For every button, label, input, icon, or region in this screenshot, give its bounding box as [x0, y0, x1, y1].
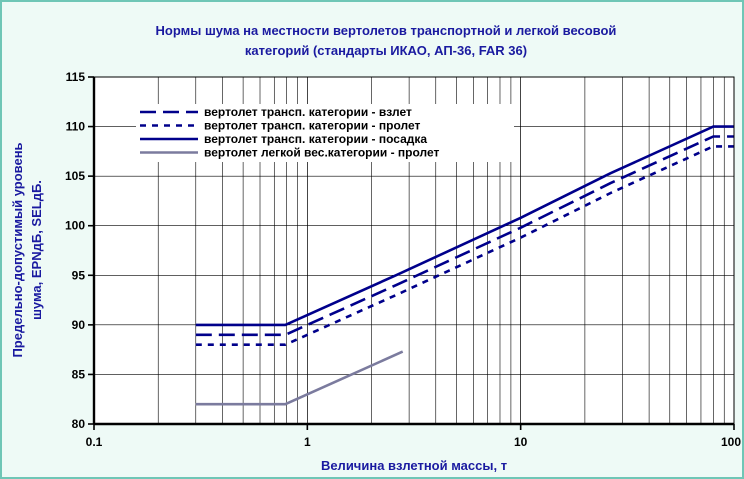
chart-title-line: Нормы шума на местности вертолетов транс… — [156, 23, 617, 38]
y-tick-label: 80 — [72, 417, 86, 431]
legend: вертолет трансп. категории - взлетвертол… — [136, 104, 514, 162]
y-tick-label: 115 — [66, 70, 86, 84]
y-axis-title-line: Предельно-допустимый уровень — [10, 142, 25, 357]
y-tick-label: 100 — [65, 219, 85, 233]
axis-titles: Величина взлетной массы, т Предельно-допу… — [10, 142, 507, 473]
series-line-2 — [195, 145, 734, 347]
chart-title: Нормы шума на местности вертолетов транс… — [156, 23, 617, 58]
x-axis-title: Величина взлетной массы, т — [321, 458, 507, 473]
legend-box — [136, 104, 514, 162]
legend-label-3: вертолет трансп. категории - посадка — [204, 132, 427, 146]
y-axis-title-line: шума, EPNдБ, SELдБ. — [29, 180, 44, 320]
legend-label-1: вертолет трансп. категории - взлет — [204, 105, 412, 119]
y-tick-label: 85 — [72, 367, 86, 381]
y-tick-label: 90 — [72, 318, 86, 332]
y-tick-label: 105 — [65, 169, 85, 183]
legend-label-4: вертолет легкой вес.категории - пролет — [204, 146, 440, 160]
axes — [88, 76, 735, 430]
legend-label-2: вертолет трансп. категории - пролет — [204, 119, 420, 133]
x-tick-label: 0.1 — [86, 435, 103, 449]
series-line-3 — [195, 125, 734, 327]
x-tick-label: 100 — [721, 435, 741, 449]
x-tick-label: 10 — [514, 435, 528, 449]
series-line-4 — [195, 350, 404, 406]
x-tick-label: 1 — [304, 435, 311, 449]
series-lines — [195, 125, 734, 406]
chart-title-line: категорий (стандарты ИКАО, АП-36, FAR 36… — [245, 43, 527, 58]
y-tick-label: 110 — [66, 120, 86, 134]
y-tick-label: 95 — [72, 268, 86, 282]
series-line-1 — [195, 135, 734, 337]
